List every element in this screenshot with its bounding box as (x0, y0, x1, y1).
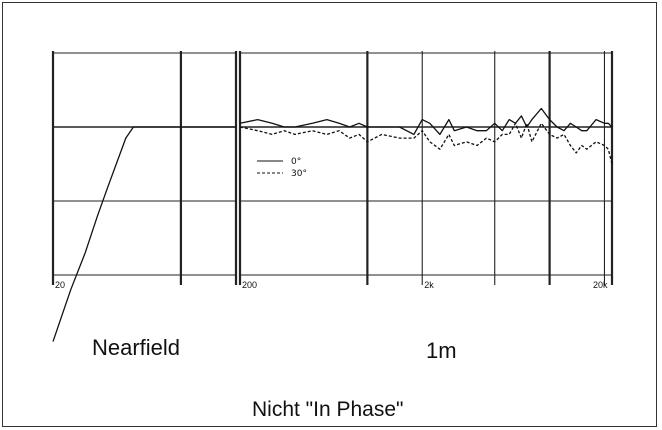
tick-label: 2k (424, 280, 434, 290)
legend-label: 0° (291, 157, 301, 167)
tick-label: 20k (593, 280, 608, 290)
series-line-30deg (239, 122, 613, 165)
nearfield-caption: Nearfield (92, 335, 181, 360)
frequency-response-chart: 20 200 2k 20k 0° 30° (51, 51, 614, 342)
figure-frame: 20 200 2k 20k 0° 30° Nearfield 1m Nicht "In P… (2, 2, 657, 427)
tick-label: 20 (55, 280, 65, 290)
legend-label: 30° (291, 169, 307, 179)
one-meter-caption: 1m (426, 338, 457, 363)
series-line-nearfield (52, 126, 236, 342)
series-line-0deg (239, 107, 613, 136)
tick-label: 200 (242, 280, 257, 290)
phase-note-caption: Nicht "In Phase" (252, 398, 404, 421)
